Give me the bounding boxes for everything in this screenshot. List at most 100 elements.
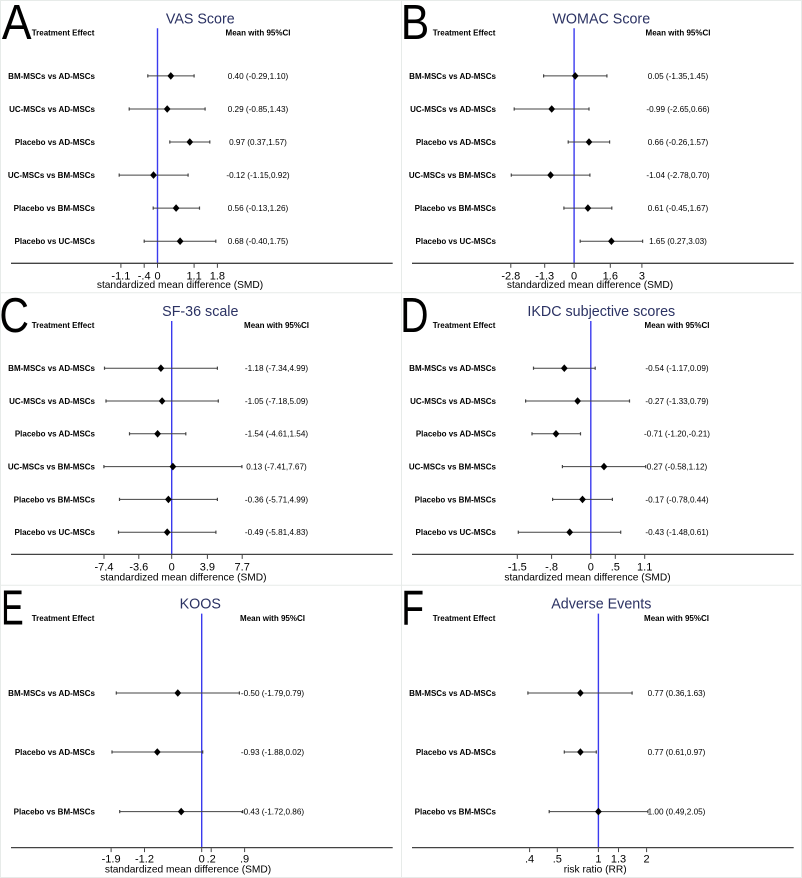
svg-text:UC-MSCs vs AD-MSCs: UC-MSCs vs AD-MSCs bbox=[410, 105, 496, 114]
svg-text:0.13 (-7.41,7.67): 0.13 (-7.41,7.67) bbox=[246, 463, 307, 472]
svg-text:Placebo vs BM-MSCs: Placebo vs BM-MSCs bbox=[415, 495, 497, 504]
svg-text:.5: .5 bbox=[553, 853, 562, 865]
svg-text:UC-MSCs vs BM-MSCs: UC-MSCs vs BM-MSCs bbox=[409, 463, 497, 472]
svg-text:3: 3 bbox=[639, 270, 645, 282]
svg-text:BM-MSCs vs AD-MSCs: BM-MSCs vs AD-MSCs bbox=[409, 689, 496, 698]
svg-text:Placebo vs BM-MSCs: Placebo vs BM-MSCs bbox=[14, 495, 96, 504]
svg-text:C: C bbox=[0, 287, 29, 342]
svg-text:-0.54 (-1.17,0.09): -0.54 (-1.17,0.09) bbox=[645, 364, 709, 373]
svg-text:1.6: 1.6 bbox=[603, 270, 618, 282]
svg-text:0.77 (0.61,0.97): 0.77 (0.61,0.97) bbox=[648, 748, 706, 757]
svg-text:1.00 (0.49,2.05): 1.00 (0.49,2.05) bbox=[648, 808, 706, 817]
svg-text:UC-MSCs vs AD-MSCs: UC-MSCs vs AD-MSCs bbox=[9, 105, 95, 114]
svg-text:-0.43 (-1.72,0.86): -0.43 (-1.72,0.86) bbox=[241, 808, 305, 817]
svg-text:standardized mean difference (: standardized mean difference (SMD) bbox=[100, 573, 266, 584]
svg-text:Placebo vs BM-MSCs: Placebo vs BM-MSCs bbox=[14, 204, 96, 213]
svg-text:Mean with 95%CI: Mean with 95%CI bbox=[226, 29, 291, 38]
svg-text:F: F bbox=[401, 580, 424, 635]
svg-text:Placebo vs AD-MSCs: Placebo vs AD-MSCs bbox=[15, 748, 96, 757]
svg-text:.5: .5 bbox=[611, 561, 620, 573]
svg-text:Placebo vs AD-MSCs: Placebo vs AD-MSCs bbox=[416, 748, 497, 757]
svg-text:WOMAC Score: WOMAC Score bbox=[552, 11, 650, 27]
svg-text:Treatment Effect: Treatment Effect bbox=[32, 614, 95, 623]
svg-text:Mean with 95%CI: Mean with 95%CI bbox=[644, 614, 709, 623]
svg-text:0: 0 bbox=[169, 561, 175, 573]
svg-text:-1.3: -1.3 bbox=[535, 270, 554, 282]
svg-text:Placebo vs UC-MSCs: Placebo vs UC-MSCs bbox=[416, 528, 497, 537]
svg-text:-0.12 (-1.15,0.92): -0.12 (-1.15,0.92) bbox=[226, 171, 290, 180]
svg-text:1.3: 1.3 bbox=[611, 853, 626, 865]
svg-text:Mean with 95%CI: Mean with 95%CI bbox=[240, 614, 305, 623]
svg-text:D: D bbox=[400, 289, 428, 343]
svg-text:standardized mean difference (: standardized mean difference (SMD) bbox=[507, 280, 673, 291]
svg-text:BM-MSCs vs AD-MSCs: BM-MSCs vs AD-MSCs bbox=[8, 364, 95, 373]
svg-text:Mean with 95%CI: Mean with 95%CI bbox=[646, 29, 711, 38]
svg-text:.9: .9 bbox=[240, 853, 249, 865]
svg-text:0: 0 bbox=[199, 853, 205, 865]
svg-text:-.8: -.8 bbox=[545, 561, 558, 573]
svg-text:-1.2: -1.2 bbox=[135, 853, 154, 865]
svg-text:IKDC subjective scores: IKDC subjective scores bbox=[527, 304, 675, 320]
svg-text:-2.8: -2.8 bbox=[501, 270, 520, 282]
svg-text:-1.05 (-7.18,5.09): -1.05 (-7.18,5.09) bbox=[245, 397, 309, 406]
svg-text:BM-MSCs vs AD-MSCs: BM-MSCs vs AD-MSCs bbox=[409, 364, 496, 373]
svg-text:-0.17 (-0.78,0.44): -0.17 (-0.78,0.44) bbox=[645, 495, 709, 504]
svg-text:1.65 (0.27,3.03): 1.65 (0.27,3.03) bbox=[649, 237, 707, 246]
svg-text:Placebo vs AD-MSCs: Placebo vs AD-MSCs bbox=[416, 430, 497, 439]
svg-text:Treatment Effect: Treatment Effect bbox=[433, 29, 496, 38]
svg-text:UC-MSCs vs BM-MSCs: UC-MSCs vs BM-MSCs bbox=[8, 463, 96, 472]
svg-text:3.9: 3.9 bbox=[200, 561, 215, 573]
svg-text:1: 1 bbox=[595, 853, 601, 865]
svg-text:standardized mean difference (: standardized mean difference (SMD) bbox=[105, 864, 271, 875]
svg-text:risk ratio (RR): risk ratio (RR) bbox=[564, 864, 627, 875]
svg-text:B: B bbox=[401, 0, 429, 50]
svg-text:0.56 (-0.13,1.26): 0.56 (-0.13,1.26) bbox=[228, 204, 289, 213]
svg-text:KOOS: KOOS bbox=[180, 597, 221, 613]
svg-text:-0.27 (-1.33,0.79): -0.27 (-1.33,0.79) bbox=[645, 397, 709, 406]
svg-text:Placebo vs UC-MSCs: Placebo vs UC-MSCs bbox=[416, 237, 497, 246]
svg-text:0: 0 bbox=[571, 270, 577, 282]
svg-text:2: 2 bbox=[644, 853, 650, 865]
svg-text:Placebo vs UC-MSCs: Placebo vs UC-MSCs bbox=[15, 528, 96, 537]
svg-text:-3.6: -3.6 bbox=[129, 561, 148, 573]
svg-text:VAS Score: VAS Score bbox=[166, 11, 235, 27]
svg-text:-1.18 (-7.34,4.99): -1.18 (-7.34,4.99) bbox=[245, 364, 309, 373]
svg-text:.2: .2 bbox=[207, 853, 216, 865]
svg-text:Adverse Events: Adverse Events bbox=[551, 597, 651, 613]
svg-text:-0.43 (-1.48,0.61): -0.43 (-1.48,0.61) bbox=[645, 528, 709, 537]
svg-text:BM-MSCs vs AD-MSCs: BM-MSCs vs AD-MSCs bbox=[8, 689, 95, 698]
svg-text:.4: .4 bbox=[525, 853, 534, 865]
svg-text:standardized mean difference (: standardized mean difference (SMD) bbox=[97, 280, 263, 291]
svg-text:BM-MSCs vs AD-MSCs: BM-MSCs vs AD-MSCs bbox=[409, 72, 496, 81]
svg-text:standardized mean difference (: standardized mean difference (SMD) bbox=[504, 573, 670, 584]
svg-text:0: 0 bbox=[588, 561, 594, 573]
svg-text:-1.9: -1.9 bbox=[102, 853, 121, 865]
svg-text:UC-MSCs vs BM-MSCs: UC-MSCs vs BM-MSCs bbox=[409, 171, 497, 180]
svg-text:Placebo vs BM-MSCs: Placebo vs BM-MSCs bbox=[415, 808, 497, 817]
svg-text:E: E bbox=[1, 580, 24, 635]
svg-text:Treatment Effect: Treatment Effect bbox=[433, 614, 496, 623]
svg-text:Placebo vs UC-MSCs: Placebo vs UC-MSCs bbox=[15, 237, 96, 246]
svg-text:Treatment Effect: Treatment Effect bbox=[32, 321, 95, 330]
svg-text:-.4: -.4 bbox=[138, 270, 151, 282]
svg-text:UC-MSCs vs BM-MSCs: UC-MSCs vs BM-MSCs bbox=[8, 171, 96, 180]
svg-text:1.1: 1.1 bbox=[186, 270, 201, 282]
svg-text:-1.04 (-2.78,0.70): -1.04 (-2.78,0.70) bbox=[646, 171, 710, 180]
svg-text:Mean with 95%CI: Mean with 95%CI bbox=[645, 321, 710, 330]
svg-text:0.40 (-0.29,1.10): 0.40 (-0.29,1.10) bbox=[228, 72, 289, 81]
svg-text:0.61 (-0.45,1.67): 0.61 (-0.45,1.67) bbox=[648, 204, 709, 213]
svg-text:-1.54 (-4.61,1.54): -1.54 (-4.61,1.54) bbox=[245, 430, 309, 439]
svg-text:Treatment Effect: Treatment Effect bbox=[32, 29, 95, 38]
svg-text:0.68 (-0.40,1.75): 0.68 (-0.40,1.75) bbox=[228, 237, 289, 246]
svg-text:Placebo vs BM-MSCs: Placebo vs BM-MSCs bbox=[14, 808, 96, 817]
svg-text:A: A bbox=[2, 0, 32, 49]
svg-text:-0.99 (-2.65,0.66): -0.99 (-2.65,0.66) bbox=[646, 105, 710, 114]
svg-text:0.97 (0.37,1.57): 0.97 (0.37,1.57) bbox=[229, 138, 287, 147]
svg-text:-1.5: -1.5 bbox=[508, 561, 527, 573]
svg-text:-1.1: -1.1 bbox=[111, 270, 130, 282]
svg-text:Placebo vs BM-MSCs: Placebo vs BM-MSCs bbox=[415, 204, 497, 213]
svg-text:BM-MSCs vs AD-MSCs: BM-MSCs vs AD-MSCs bbox=[8, 72, 95, 81]
svg-text:0.05 (-1.35,1.45): 0.05 (-1.35,1.45) bbox=[648, 72, 709, 81]
svg-text:0.29 (-0.85,1.43): 0.29 (-0.85,1.43) bbox=[228, 105, 289, 114]
svg-text:-0.36 (-5.71,4.99): -0.36 (-5.71,4.99) bbox=[245, 495, 309, 504]
